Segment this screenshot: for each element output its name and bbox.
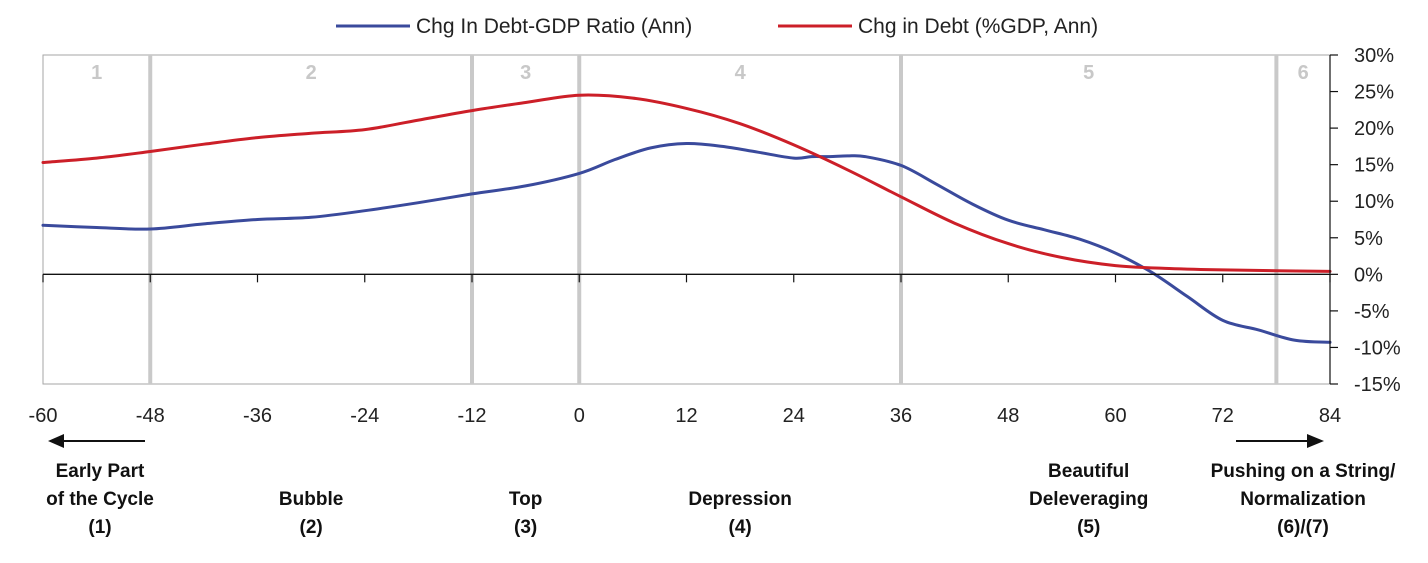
stage-label-line: of the Cycle [46,489,154,510]
stage-label-1: Early Part of the Cycle (1) [46,461,154,538]
y-tick-label: 20% [1354,118,1394,140]
stage-label-3: Top (3) [509,489,542,538]
x-tick-label: 36 [890,405,912,427]
y-tick-label: -5% [1354,301,1390,323]
phase-number-1: 1 [91,62,102,84]
stage-label-line: Pushing on a String/ [1211,461,1396,482]
y-tick-label: 5% [1354,228,1383,250]
x-tick-label: 60 [1104,405,1126,427]
legend-entry-2: Chg in Debt (%GDP, Ann) [858,15,1098,38]
stage-label-line: Top [509,489,542,510]
y-tick-label: 15% [1354,155,1394,177]
y-tick-label: 30% [1354,45,1394,67]
plot-frame [42,54,1331,385]
stage-label-line: Depression [688,489,791,510]
x-tick-label: -60 [29,405,58,427]
stage-label-line: (3) [514,517,537,538]
x-tick-label: -24 [350,405,379,427]
stage-label-line: Normalization [1240,489,1366,510]
y-tick-label: 25% [1354,82,1394,104]
x-tick-label: 24 [783,405,805,427]
right-arrow-icon [1307,434,1324,448]
stage-label-line: (6)/(7) [1277,517,1329,538]
series-lines [41,93,1332,344]
y-tick-label: -15% [1354,374,1401,396]
chart-legend: Chg In Debt-GDP Ratio (Ann) Chg in Debt (… [336,15,1098,38]
phase-number-3: 3 [520,62,531,84]
x-tick-label: -48 [136,405,165,427]
x-tick-label: 72 [1212,405,1234,427]
stage-label-5: Beautiful Deleveraging (5) [1029,461,1148,538]
stage-label-line: Beautiful [1048,461,1129,482]
x-tick-label: 48 [997,405,1019,427]
x-tick-label: 12 [675,405,697,427]
stage-label-2: Bubble (2) [279,489,343,538]
y-tick-label: 0% [1354,264,1383,286]
phase-dividers [148,55,1279,384]
stage-label-4: Depression (4) [688,489,791,538]
legend-entry-1: Chg In Debt-GDP Ratio (Ann) [416,15,692,38]
phase-number-2: 2 [306,62,317,84]
plot-border [42,54,1331,385]
stage-label-line: (1) [88,517,111,538]
y-tick-label: -10% [1354,337,1401,359]
stage-label-line: Deleveraging [1029,489,1148,510]
direction-arrows [48,434,1324,448]
x-tick-label: 0 [574,405,585,427]
stage-label-line: (4) [729,517,752,538]
phase-number-4: 4 [735,62,747,84]
stage-label-line: (2) [300,517,323,538]
stage-labels: Early Part of the Cycle (1) Bubble (2) Top (3)… [46,461,1396,538]
y-tick-label: 10% [1354,191,1394,213]
axes: -60 -48 -36 -24 -12 0 12 24 36 48 60 72 84-15%-10%-5… [29,45,1401,427]
phase-numbers: 1 2 3 4 5 6 [91,62,1309,84]
stage-label-line: Bubble [279,489,343,510]
x-tick-label: 84 [1319,405,1341,427]
stage-label-line: (5) [1077,517,1100,538]
left-arrow-icon [48,434,64,448]
x-tick-label: -36 [243,405,272,427]
debt-change-line [41,93,1332,273]
x-tick-label: -12 [458,405,487,427]
stage-label-line: Early Part [56,461,145,482]
debt-gdp-ratio-line [41,141,1332,344]
phase-number-6: 6 [1298,62,1309,84]
phase-number-5: 5 [1083,62,1094,84]
stage-label-6: Pushing on a String/Normalization (6)/(7) [1211,461,1396,538]
